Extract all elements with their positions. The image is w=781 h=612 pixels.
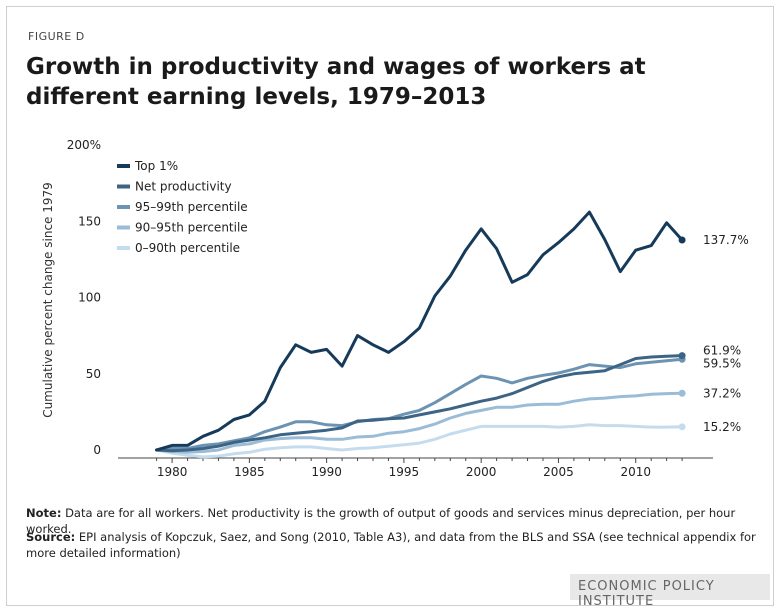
note-label: Note:	[26, 506, 62, 520]
series-end-label: 37.2%	[703, 386, 741, 400]
legend-label: 95–99th percentile	[135, 200, 248, 214]
series-line-4	[155, 423, 684, 459]
legend-label: 90–95th percentile	[135, 221, 248, 235]
y-axis-title: Cumulative percent change since 1979	[41, 182, 55, 418]
series-end-label: 59.5%	[703, 356, 741, 370]
x-tick-label: 1995	[389, 465, 420, 479]
x-tick-label: 2010	[620, 465, 651, 479]
chart-source: Source: EPI analysis of Kopczuk, Saez, a…	[26, 529, 756, 561]
chart-title: Growth in productivity and wages of work…	[26, 54, 646, 110]
x-tick-label: 1990	[311, 465, 342, 479]
chart-note: Note: Data are for all workers. Net prod…	[26, 505, 756, 537]
x-tick-label: 1980	[157, 465, 188, 479]
series-line-3	[155, 391, 684, 454]
y-tick-label: 100	[78, 291, 101, 305]
y-tick-label: 150	[78, 214, 101, 228]
series-end-point-3	[678, 389, 686, 397]
series-line-1	[155, 354, 684, 453]
x-tick-label: 2000	[466, 465, 497, 479]
series-end-label: 15.2%	[703, 420, 741, 434]
legend-label: 0–90th percentile	[135, 241, 240, 255]
series-end-point-4	[678, 423, 686, 431]
series-end-label: 61.9%	[703, 344, 741, 358]
source-text: EPI analysis of Kopczuk, Saez, and Song …	[26, 530, 756, 560]
legend-label: Net productivity	[135, 180, 232, 194]
figure-label: FIGURE D	[28, 30, 85, 43]
y-tick-label: 0	[93, 443, 101, 457]
note-text: Data are for all workers. Net productivi…	[26, 506, 736, 536]
brand-text: ECONOMIC POLICY INSTITUTE	[578, 579, 715, 609]
series-line-0	[155, 210, 684, 452]
y-tick-label: 200%	[67, 138, 101, 152]
series-end-label: 137.7%	[703, 233, 749, 247]
x-tick-label: 2005	[543, 465, 574, 479]
series-end-point-1	[678, 352, 686, 360]
series-line-2	[155, 357, 684, 452]
source-label: Source:	[26, 530, 76, 544]
series-end-point-0	[678, 236, 686, 244]
line-chart: Cumulative percent change since 1979 0 50…	[41, 138, 749, 479]
legend-label: Top 1%	[134, 159, 178, 173]
epi-logo: ECONOMIC POLICY INSTITUTE	[570, 574, 770, 609]
figure-frame	[6, 6, 774, 606]
x-tick-label: 1985	[234, 465, 265, 479]
y-tick-label: 50	[86, 367, 101, 381]
